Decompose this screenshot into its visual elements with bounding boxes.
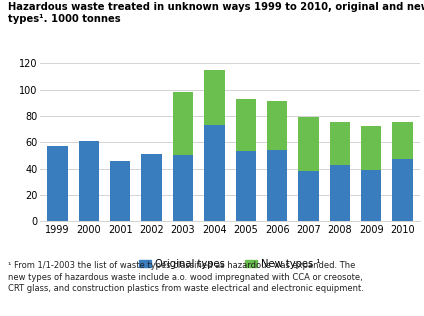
Bar [47, 146, 68, 221]
Bar [204, 70, 225, 125]
Bar [142, 154, 162, 221]
Bar [173, 155, 193, 221]
Text: types¹. 1000 tonnes: types¹. 1000 tonnes [8, 14, 121, 24]
Bar [235, 151, 256, 221]
Bar [204, 125, 225, 221]
Text: Hazardous waste treated in unknown ways 1999 to 2010, original and new: Hazardous waste treated in unknown ways … [8, 2, 424, 12]
Bar [361, 170, 381, 221]
Bar [298, 171, 318, 221]
Bar [235, 99, 256, 151]
Bar [392, 159, 413, 221]
Bar [298, 117, 318, 171]
Legend: Original types, New types ¹: Original types, New types ¹ [135, 255, 325, 273]
Bar [110, 161, 131, 221]
Bar [392, 122, 413, 159]
Bar [79, 141, 99, 221]
Bar [329, 165, 350, 221]
Bar [329, 123, 350, 165]
Text: ¹ From 1/1-2003 the list of waste types classified as hazardous was expanded. Th: ¹ From 1/1-2003 the list of waste types … [8, 261, 364, 293]
Bar [173, 92, 193, 155]
Bar [361, 126, 381, 170]
Bar [267, 150, 287, 221]
Bar [267, 101, 287, 150]
